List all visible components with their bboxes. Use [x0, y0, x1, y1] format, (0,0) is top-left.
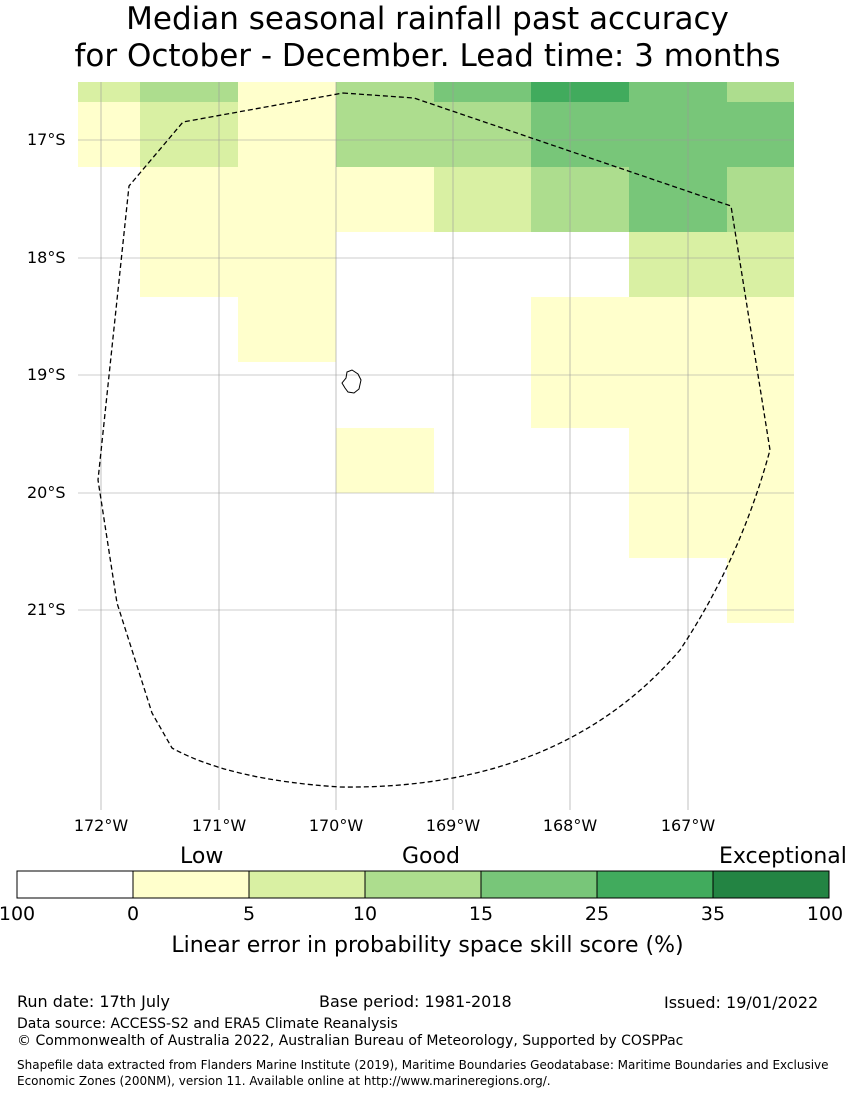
- grid-cell: [140, 82, 238, 102]
- colorbar-tick: 10: [352, 903, 378, 925]
- lat-label: 21°S: [27, 600, 66, 619]
- colorbar-frame: [16, 870, 830, 899]
- colorbar-swatch: [249, 871, 365, 898]
- title-line-2: for October - December. Lead time: 3 mon…: [74, 38, 781, 74]
- issued-date: Issued: 19/01/2022: [664, 993, 819, 1012]
- grid-cell: [629, 493, 794, 558]
- lat-label: 19°S: [27, 365, 66, 384]
- grid-cell: [531, 102, 794, 167]
- grid-cell: [336, 82, 434, 102]
- grid-cell: [140, 167, 434, 232]
- lat-label: 20°S: [27, 483, 66, 502]
- shapefile-credit: Shapefile data extracted from Flanders M…: [17, 1058, 829, 1088]
- grid-cell: [434, 167, 531, 232]
- category-exceptional: Exceptional: [719, 844, 847, 869]
- eez-boundary: [97, 92, 771, 788]
- base-period: Base period: 1981-2018: [319, 992, 512, 1011]
- colorbar-tick: 15: [468, 903, 494, 925]
- data-source: Data source: ACCESS-S2 and ERA5 Climate …: [17, 1016, 398, 1032]
- lon-label: 171°W: [191, 816, 247, 835]
- colorbar-tick: 5: [242, 903, 256, 925]
- grid-cell: [531, 167, 629, 232]
- colorbar-swatch: [597, 871, 713, 898]
- lon-label: 170°W: [308, 816, 364, 835]
- grid-cell: [78, 82, 140, 102]
- lon-label: 172°W: [73, 816, 129, 835]
- title-line-1: Median seasonal rainfall past accuracy: [126, 1, 729, 37]
- grid-cell: [629, 428, 794, 493]
- grid-cell: [238, 82, 336, 102]
- run-date: Run date: 17th July: [17, 992, 170, 1011]
- copyright: © Commonwealth of Australia 2022, Austra…: [17, 1033, 684, 1049]
- grid-cell: [629, 232, 794, 297]
- grid-cell: [238, 297, 336, 362]
- grid-cell: [434, 82, 531, 102]
- grid-cell: [531, 362, 794, 428]
- grid-cell: [727, 82, 794, 102]
- category-low: Low: [180, 844, 224, 869]
- colorbar-swatch: [133, 871, 249, 898]
- colorbar-swatch: [365, 871, 481, 898]
- grid-cell: [629, 82, 727, 102]
- colorbar-tick: 35: [700, 903, 726, 925]
- grid-cell: [336, 102, 531, 167]
- colorbar-swatch: [713, 871, 829, 898]
- lon-label: 168°W: [542, 816, 598, 835]
- skill-grid: [78, 82, 794, 623]
- grid-cell: [78, 102, 140, 167]
- colorbar-swatch: [481, 871, 597, 898]
- colorbar-tick: 0: [126, 903, 140, 925]
- lon-label: 169°W: [425, 816, 481, 835]
- lat-label: 17°S: [27, 130, 66, 149]
- grid-cell: [140, 232, 336, 297]
- lon-label: 167°W: [660, 816, 716, 835]
- grid-cell: [140, 102, 238, 167]
- colorbar-tick: 100: [0, 903, 36, 925]
- grid-cell: [336, 428, 434, 493]
- lat-label: 18°S: [27, 248, 66, 267]
- colorbar-tick: 100: [806, 903, 844, 925]
- colorbar-tick: 25: [584, 903, 610, 925]
- grid-cell: [531, 82, 629, 102]
- island-niue: [341, 369, 362, 394]
- grid-cell: [727, 558, 794, 623]
- colorbar: [16, 870, 830, 899]
- category-good: Good: [402, 844, 460, 869]
- grid-cell: [727, 167, 794, 232]
- colorbar-axis-label: Linear error in probability space skill …: [171, 933, 684, 958]
- grid-cell: [238, 102, 336, 167]
- colorbar-swatch: [17, 871, 133, 898]
